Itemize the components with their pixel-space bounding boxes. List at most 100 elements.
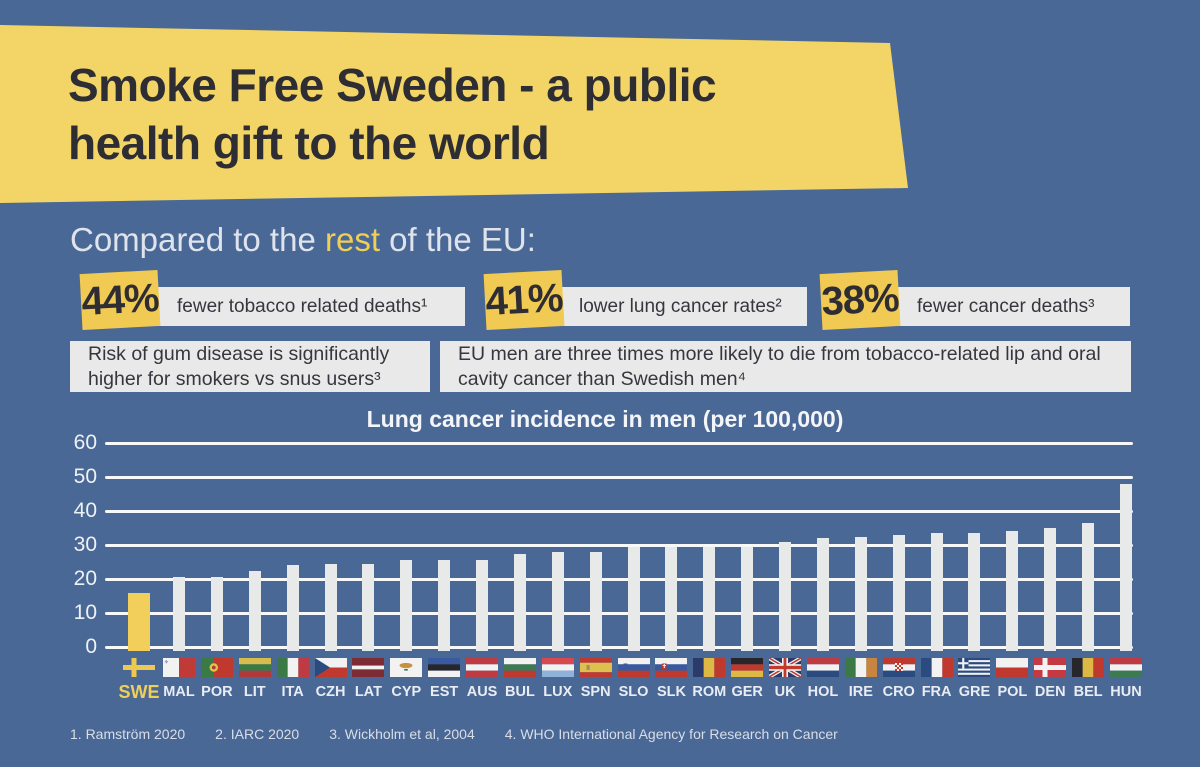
y-axis-tick-label: 40 (73, 499, 97, 522)
bar-lux (551, 551, 564, 651)
bar-bel (1082, 522, 1095, 651)
country-label-swe: SWE (118, 682, 160, 702)
gridline (105, 577, 1133, 581)
bar-ger (741, 546, 754, 651)
stat-value-tag: 38% (819, 269, 901, 331)
country-label-mal: MAL (163, 684, 195, 700)
bar-mal (173, 577, 185, 651)
footer-sources: 1. Ramström 2020 2. IARC 2020 3. Wickhol… (70, 726, 838, 742)
stat-value-tag: 41% (483, 269, 565, 331)
source-item: 2. IARC 2020 (215, 726, 300, 742)
fact-text: EU men are three times more likely to di… (458, 342, 1101, 390)
country-label-lit: LIT (243, 684, 266, 700)
country-label-cro: CRO (882, 684, 915, 700)
flag-ger-icon (731, 658, 764, 677)
bar-czh (324, 563, 337, 651)
flag-gre-icon (958, 658, 991, 677)
bar-cyp (400, 560, 413, 651)
flag-uk-icon (769, 658, 802, 677)
y-axis-tick-label: 60 (73, 431, 97, 454)
bar-lat (362, 563, 375, 651)
country-label-bel: BEL (1073, 684, 1103, 700)
country-label-est: EST (430, 684, 459, 700)
gridline (105, 611, 1133, 615)
country-label-den: DEN (1034, 684, 1066, 700)
bar-rom (703, 546, 716, 651)
page-title-line1: Smoke Free Sweden - a public (68, 59, 717, 111)
bar-aus (476, 560, 489, 651)
flag-est-icon (428, 658, 461, 677)
bar-den (1044, 528, 1057, 651)
bar-cro (892, 534, 905, 651)
country-label-hol: HOL (807, 684, 839, 700)
flag-cyp-icon (390, 658, 423, 677)
page-title-line2: health gift to the world (68, 117, 550, 169)
bar-hun (1120, 483, 1132, 651)
bar-bul (513, 553, 526, 651)
stat-value: 41% (484, 275, 564, 324)
flag-slk-icon (655, 658, 688, 677)
bar-swe (128, 592, 150, 651)
country-label-lux: LUX (543, 684, 573, 700)
gridline (105, 475, 1133, 479)
country-label-cyp: CYP (391, 684, 422, 700)
bar-fra (930, 533, 943, 651)
bar-ire (854, 536, 867, 651)
country-label-uk: UK (774, 684, 796, 700)
fact-card-oral-cancer: EU men are three times more likely to di… (440, 341, 1131, 392)
country-label-slk: SLK (656, 684, 686, 700)
flag-ita-icon (276, 658, 309, 677)
bar-ita (286, 565, 299, 651)
bar-por (210, 577, 223, 651)
country-label-spn: SPN (580, 684, 611, 700)
country-label-gre: GRE (958, 684, 991, 700)
y-axis-tick-label: 50 (73, 465, 97, 488)
country-label-czh: CZH (315, 684, 346, 700)
flag-bel-icon (1072, 658, 1105, 677)
country-label-bul: BUL (505, 684, 535, 700)
gridline (105, 509, 1133, 513)
source-item: 1. Ramström 2020 (70, 726, 186, 742)
country-label-ger: GER (731, 684, 763, 700)
gridline (105, 543, 1133, 547)
bar-uk (779, 541, 792, 651)
flag-bul-icon (503, 658, 536, 677)
stat-label: lower lung cancer rates² (579, 295, 782, 317)
flag-spn-icon (579, 658, 612, 677)
country-label-hun: HUN (1110, 684, 1142, 700)
flag-slo-icon (617, 658, 650, 677)
flag-por-icon (200, 658, 233, 677)
flag-fra-icon (920, 658, 953, 677)
source-item: 4. WHO International Agency for Research… (504, 726, 838, 742)
bar-slo (627, 546, 640, 651)
y-axis-tick-label: 30 (73, 533, 97, 556)
flag-pol-icon (996, 658, 1029, 677)
flag-lux-icon (541, 658, 574, 677)
stat-value: 38% (820, 275, 900, 324)
chart-title: Lung cancer incidence in men (per 100,00… (366, 406, 844, 432)
subtitle: Compared to the rest of the EU: (70, 221, 536, 259)
flag-rom-icon (693, 658, 726, 677)
stat-label: fewer tobacco related deaths¹ (177, 295, 428, 317)
source-item: 3. Wickholm et al, 2004 (329, 726, 475, 742)
flag-aus-icon (466, 658, 499, 677)
title-banner: Smoke Free Sweden - a public health gift… (0, 0, 1200, 220)
stat-value-tag: 44% (79, 269, 161, 331)
country-label-lat: LAT (354, 684, 382, 700)
flag-mal-icon (163, 658, 195, 677)
gridline (105, 441, 1133, 445)
subtitle-highlight: rest (324, 221, 380, 258)
flag-lit-icon (238, 658, 271, 677)
bar-est (438, 560, 451, 651)
flag-den-icon (1034, 658, 1067, 677)
bar-pol (1006, 531, 1019, 651)
flag-hun-icon (1110, 658, 1142, 677)
flag-czh-icon (314, 658, 347, 677)
country-label-slo: SLO (618, 684, 649, 700)
country-label-por: POR (201, 684, 233, 700)
country-label-pol: POL (997, 684, 1028, 700)
stat-value: 44% (80, 275, 160, 324)
page-title: Smoke Free Sweden - a public health gift… (68, 56, 717, 172)
flag-swe-icon (123, 658, 155, 677)
